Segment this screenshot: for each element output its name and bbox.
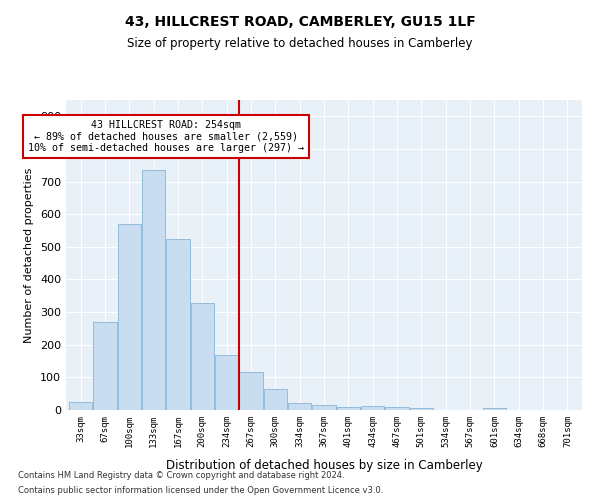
Bar (337, 406, 360, 410)
Y-axis label: Number of detached properties: Number of detached properties (25, 168, 34, 342)
Bar (239, 372, 263, 410)
Bar (118, 224, 141, 410)
Text: Contains public sector information licensed under the Open Government Licence v3: Contains public sector information licen… (18, 486, 383, 495)
Text: Size of property relative to detached houses in Camberley: Size of property relative to detached ho… (127, 38, 473, 51)
Text: Contains HM Land Registry data © Crown copyright and database right 2024.: Contains HM Land Registry data © Crown c… (18, 471, 344, 480)
Text: 43, HILLCREST ROAD, CAMBERLEY, GU15 1LF: 43, HILLCREST ROAD, CAMBERLEY, GU15 1LF (125, 15, 475, 29)
Text: Distribution of detached houses by size in Camberley: Distribution of detached houses by size … (166, 458, 482, 471)
Bar (142, 170, 165, 410)
Bar (483, 408, 506, 410)
Text: 43 HILLCREST ROAD: 254sqm
← 89% of detached houses are smaller (2,559)
10% of se: 43 HILLCREST ROAD: 254sqm ← 89% of detac… (28, 120, 304, 153)
Bar (264, 389, 287, 410)
Bar (288, 403, 311, 410)
Bar (215, 354, 238, 410)
Bar (313, 405, 335, 410)
Bar (191, 303, 214, 410)
Bar (385, 408, 409, 410)
Bar (94, 322, 116, 410)
Bar (361, 406, 384, 410)
Bar (410, 408, 433, 410)
Bar (69, 402, 92, 410)
Bar (166, 238, 190, 410)
